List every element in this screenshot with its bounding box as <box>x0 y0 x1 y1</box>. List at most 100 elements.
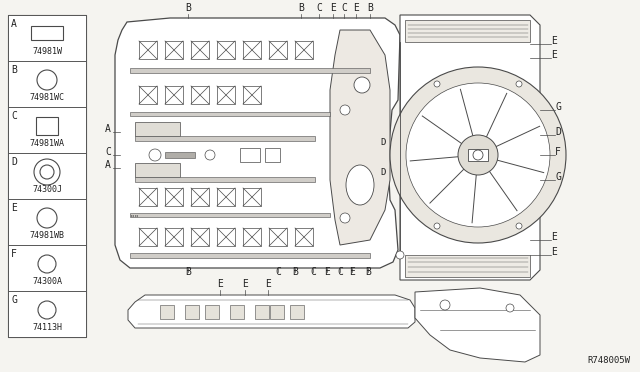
Circle shape <box>34 159 60 185</box>
Text: C: C <box>105 147 111 157</box>
Polygon shape <box>400 15 540 280</box>
Bar <box>8 61 86 107</box>
Text: E: E <box>551 232 557 242</box>
Text: D: D <box>380 168 385 177</box>
Bar <box>36 117 58 135</box>
Bar <box>468 149 488 161</box>
Text: C: C <box>341 3 347 13</box>
Bar <box>269 228 287 246</box>
Circle shape <box>406 83 550 227</box>
Text: C: C <box>337 267 343 277</box>
Bar <box>269 41 287 59</box>
Text: E: E <box>324 267 330 277</box>
Bar <box>130 68 370 73</box>
Circle shape <box>37 70 57 90</box>
Bar <box>191 228 209 246</box>
Bar <box>217 86 235 104</box>
Bar <box>8 199 86 245</box>
Bar <box>135 177 315 182</box>
Bar <box>295 228 313 246</box>
Bar <box>217 228 235 246</box>
Circle shape <box>396 251 404 259</box>
Text: C: C <box>310 267 316 277</box>
Text: E: E <box>353 3 359 13</box>
Bar <box>165 188 183 206</box>
Text: B: B <box>185 3 191 13</box>
Circle shape <box>354 77 370 93</box>
Text: E: E <box>11 203 17 213</box>
Text: 74981WB: 74981WB <box>29 231 65 240</box>
Bar <box>405 20 530 42</box>
Circle shape <box>434 81 440 87</box>
Bar <box>165 152 195 158</box>
Text: E: E <box>551 50 557 60</box>
Circle shape <box>149 149 161 161</box>
Text: D: D <box>555 127 561 137</box>
Bar <box>191 86 209 104</box>
Bar <box>230 305 244 319</box>
Text: F: F <box>555 147 561 157</box>
Polygon shape <box>330 30 390 245</box>
Text: B: B <box>185 267 191 277</box>
Bar <box>191 188 209 206</box>
Bar <box>265 148 280 162</box>
Bar <box>139 228 157 246</box>
Bar <box>255 305 269 319</box>
Circle shape <box>516 223 522 229</box>
Text: A: A <box>11 19 17 29</box>
Bar <box>165 41 183 59</box>
Bar <box>185 305 199 319</box>
Text: E: E <box>330 3 336 13</box>
Bar <box>139 41 157 59</box>
Bar <box>8 15 86 337</box>
Bar <box>217 41 235 59</box>
Circle shape <box>38 301 56 319</box>
Circle shape <box>516 81 522 87</box>
Bar <box>191 41 209 59</box>
Text: B: B <box>292 267 298 277</box>
Bar <box>139 188 157 206</box>
Text: R748005W: R748005W <box>587 356 630 365</box>
Text: "": "" <box>130 215 140 224</box>
Text: E: E <box>265 279 271 289</box>
Bar <box>135 136 315 141</box>
Circle shape <box>434 223 440 229</box>
Circle shape <box>390 67 566 243</box>
Text: 74981W: 74981W <box>32 47 62 56</box>
Text: D: D <box>380 138 385 147</box>
Text: A: A <box>105 124 111 134</box>
Text: C: C <box>11 111 17 121</box>
Text: E: E <box>551 36 557 46</box>
Bar <box>405 255 530 277</box>
Bar <box>130 213 330 217</box>
Text: C: C <box>275 267 281 277</box>
Bar <box>8 291 86 337</box>
Text: F: F <box>11 249 17 259</box>
Ellipse shape <box>346 165 374 205</box>
Bar <box>8 153 86 199</box>
Text: B: B <box>367 3 373 13</box>
Bar <box>31 26 63 40</box>
Text: G: G <box>555 102 561 112</box>
Circle shape <box>40 165 54 179</box>
Text: G: G <box>555 172 561 182</box>
Text: B: B <box>298 3 304 13</box>
Text: G: G <box>11 295 17 305</box>
Text: E: E <box>217 279 223 289</box>
Text: B: B <box>11 65 17 75</box>
Text: 74981WC: 74981WC <box>29 93 65 102</box>
Bar <box>205 305 219 319</box>
Text: 74300J: 74300J <box>32 185 62 194</box>
Circle shape <box>506 304 514 312</box>
Bar <box>165 228 183 246</box>
Bar <box>8 15 86 61</box>
Bar <box>135 163 180 177</box>
Text: D: D <box>11 157 17 167</box>
Text: 74300A: 74300A <box>32 277 62 286</box>
Bar <box>243 86 261 104</box>
Bar <box>270 305 284 319</box>
Text: 74981WA: 74981WA <box>29 139 65 148</box>
Bar <box>295 41 313 59</box>
Bar <box>217 188 235 206</box>
Circle shape <box>473 150 483 160</box>
